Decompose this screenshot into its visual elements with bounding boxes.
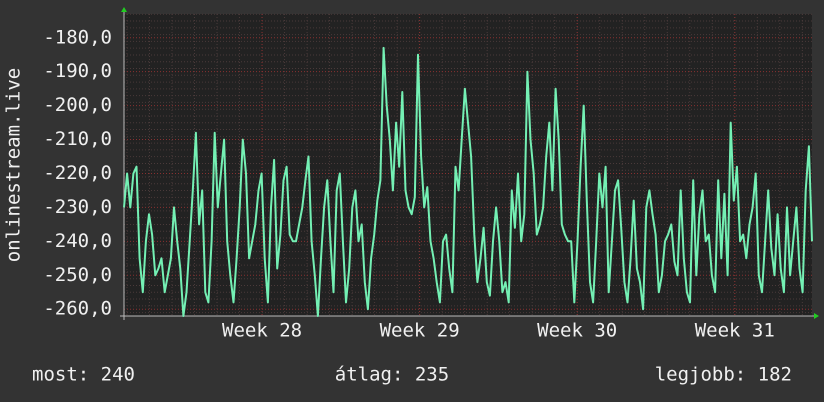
y-tick-label: -210,0: [43, 128, 112, 150]
y-tick-label: -250,0: [43, 264, 112, 286]
plot-area: [124, 14, 812, 316]
y-tick-label: -200,0: [43, 94, 112, 116]
y-axis-title: onlinestream.live: [3, 68, 25, 262]
footer-max: legjobb: 182: [655, 364, 792, 386]
footer-average: átlag: 235: [335, 364, 449, 386]
x-tick-label: Week 30: [537, 320, 617, 342]
x-tick-label: Week 29: [380, 320, 460, 342]
x-tick-label: Week 31: [695, 320, 775, 342]
y-tick-label: -240,0: [43, 230, 112, 252]
y-tick-label: -260,0: [43, 298, 112, 320]
y-tick-label: -230,0: [43, 196, 112, 218]
y-tick-label: -180,0: [43, 26, 112, 48]
footer-current: most: 240: [32, 364, 135, 386]
data-line: [123, 46, 813, 317]
y-tick-label: -190,0: [43, 60, 112, 82]
axis-arrow: [121, 7, 127, 12]
x-tick-label: Week 28: [222, 320, 302, 342]
y-tick-label: -220,0: [43, 162, 112, 184]
axis-arrow: [814, 313, 819, 319]
